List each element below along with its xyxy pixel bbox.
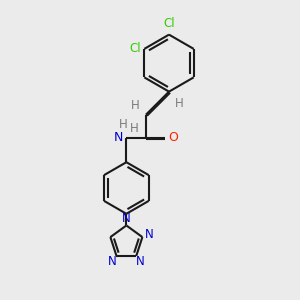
- Text: O: O: [169, 131, 178, 144]
- Text: H: H: [131, 99, 140, 112]
- Text: N: N: [136, 255, 145, 268]
- Text: H: H: [130, 122, 138, 135]
- Text: Cl: Cl: [129, 42, 141, 56]
- Text: H: H: [119, 118, 128, 131]
- Text: N: N: [145, 228, 154, 241]
- Text: Cl: Cl: [163, 17, 175, 30]
- Text: N: N: [108, 255, 117, 268]
- Text: N: N: [122, 212, 131, 225]
- Text: N: N: [114, 131, 123, 144]
- Text: H: H: [175, 97, 184, 110]
